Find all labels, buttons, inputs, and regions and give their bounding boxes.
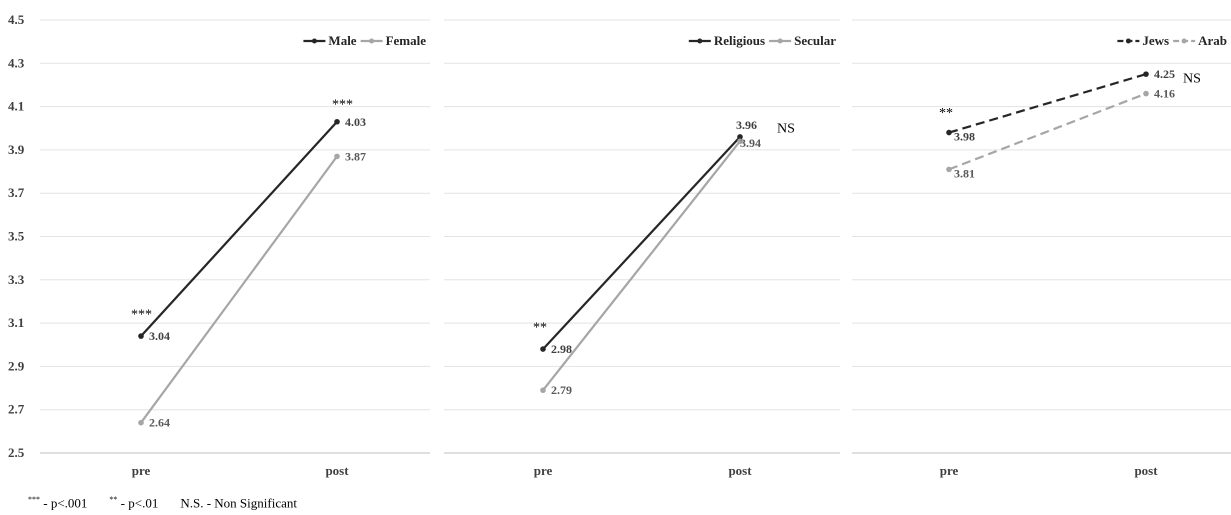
y-tick-label: 4.1: [8, 99, 24, 114]
data-point: [138, 419, 144, 426]
y-tick-label: 4.5: [8, 12, 25, 27]
footnote-sig1-stars: ***: [28, 495, 40, 504]
data-point: [737, 134, 743, 140]
y-tick-label: 4.3: [8, 55, 25, 70]
y-tick-label: 3.5: [8, 229, 25, 244]
data-label: 3.04: [149, 329, 170, 343]
data-label: 2.79: [551, 383, 572, 397]
legend-label-religious: Religious: [714, 33, 765, 48]
data-label: 3.87: [345, 149, 366, 163]
data-label: 3.81: [954, 166, 975, 180]
footnote-sig2-text: - p<.01: [120, 495, 159, 511]
series-line-secular: [542, 140, 741, 391]
data-point: [1143, 71, 1149, 77]
data-label: 3.96: [736, 118, 757, 132]
y-tick-label: 2.9: [8, 358, 25, 373]
data-point: [946, 166, 952, 173]
x-tick-label: post: [325, 463, 349, 478]
data-point: [946, 129, 952, 136]
legend-label-secular: Secular: [794, 33, 836, 48]
legend-marker: [777, 38, 783, 44]
legend-marker: [369, 38, 375, 44]
data-point: [334, 153, 340, 160]
legend-marker: [697, 38, 703, 44]
footnote-sig2-stars: **: [109, 495, 118, 504]
chart-panel-2: pre post 2.98 3.96 2.79 3.94 ** NS Secular Religi…: [444, 19, 840, 478]
data-label: 2.98: [551, 342, 572, 356]
data-point: [540, 346, 546, 352]
legend-label-arab: Arab: [1198, 33, 1227, 48]
data-label: 2.64: [149, 416, 170, 430]
x-tick-label: pre: [940, 463, 959, 478]
legend-label-male: Male: [328, 33, 356, 48]
significance-annotation: NS: [1183, 71, 1201, 86]
footnote-sig3-text: N.S. - Non Significant: [180, 495, 297, 511]
data-label: 4.03: [345, 115, 366, 129]
significance-annotation: ***: [131, 307, 152, 322]
chart-panel-1: 2.5 2.7 2.9 3.1 3.3 3.5 3.7 3.9 4.1 4.3 4.5 pre post…: [8, 12, 430, 478]
x-tick-label: pre: [534, 463, 553, 478]
legend-label-female: Female: [386, 33, 427, 48]
series-line-religious: [542, 136, 741, 350]
y-tick-label: 3.3: [8, 272, 25, 287]
x-tick-label: post: [1134, 463, 1158, 478]
series-line-female: [140, 155, 338, 424]
legend-marker: [1181, 38, 1187, 44]
series-line-arab: [948, 92, 1147, 171]
legend-marker: [311, 38, 317, 44]
footnote: *** - p<.001 ** - p<.01 N.S. - Non Signifi…: [28, 495, 297, 511]
data-label: 3.94: [740, 136, 761, 150]
data-label: 4.25: [1154, 67, 1175, 81]
significance-annotation: ***: [332, 97, 353, 112]
series-line-jews: [948, 73, 1147, 134]
chart-panel-3: pre post 3.98 4.25 3.81 4.16 ** NS Arab Jews: [852, 19, 1231, 478]
series-line-male: [140, 121, 338, 337]
data-label: 4.16: [1154, 87, 1175, 101]
data-point: [540, 387, 546, 394]
significance-annotation: **: [533, 320, 547, 335]
x-tick-label: post: [728, 463, 752, 478]
y-tick-label: 3.7: [8, 185, 25, 200]
legend-marker: [1125, 38, 1131, 44]
y-tick-label: 2.7: [8, 402, 25, 417]
data-point: [1143, 90, 1149, 97]
significance-annotation: **: [939, 106, 953, 121]
y-tick-label: 3.1: [8, 315, 24, 330]
data-label: 3.98: [954, 130, 975, 144]
footnote-sig1-text: - p<.001: [43, 495, 88, 511]
data-point: [737, 138, 743, 145]
y-tick-label: 3.9: [8, 142, 25, 157]
data-point: [334, 118, 340, 125]
y-tick-label: 2.5: [8, 445, 25, 460]
legend-label-jews: Jews: [1142, 33, 1169, 48]
x-tick-label: pre: [132, 463, 151, 478]
data-point: [138, 333, 144, 339]
significance-annotation: NS: [777, 121, 795, 136]
